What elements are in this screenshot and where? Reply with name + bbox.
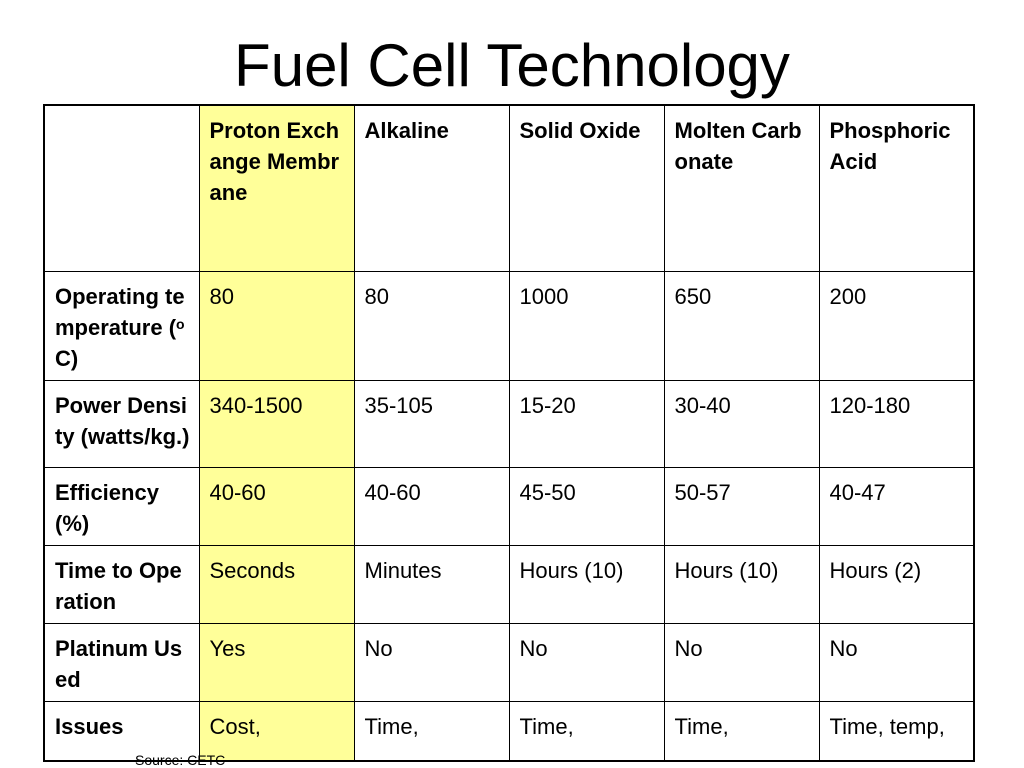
degree-superscript: o bbox=[176, 315, 185, 332]
table-cell: Hours (10) bbox=[508, 544, 665, 624]
row-label-efficiency: Efficiency (%) bbox=[43, 466, 200, 546]
row-label-issues: Issues bbox=[43, 700, 200, 762]
table-cell: 650 bbox=[663, 270, 820, 381]
table-header-row: Proton Exchange Membrane Alkaline Solid … bbox=[43, 104, 975, 272]
table-cell: Yes bbox=[198, 622, 355, 702]
table-cell: 80 bbox=[198, 270, 355, 381]
header-cell-molten-carbonate: Molten Carbonate bbox=[663, 104, 820, 272]
header-cell-alkaline: Alkaline bbox=[353, 104, 510, 272]
fuel-cell-comparison-table: Proton Exchange Membrane Alkaline Solid … bbox=[43, 104, 975, 762]
table-cell: No bbox=[663, 622, 820, 702]
table-cell: 40-60 bbox=[353, 466, 510, 546]
table-cell: Hours (10) bbox=[663, 544, 820, 624]
row-label-text: C) bbox=[55, 345, 79, 371]
header-cell-empty bbox=[43, 104, 200, 272]
slide-title: Fuel Cell Technology bbox=[234, 32, 790, 99]
table-cell: Minutes bbox=[353, 544, 510, 624]
table-row: Efficiency (%) 40-60 40-60 45-50 50-57 4… bbox=[43, 466, 975, 546]
table-cell: Time, bbox=[663, 700, 820, 762]
table-cell: Time, bbox=[508, 700, 665, 762]
header-cell-proton-exchange-membrane: Proton Exchange Membrane bbox=[198, 104, 355, 272]
table-cell: 15-20 bbox=[508, 379, 665, 468]
table-cell: 40-47 bbox=[818, 466, 975, 546]
table-cell: 40-60 bbox=[198, 466, 355, 546]
table-cell: 35-105 bbox=[353, 379, 510, 468]
table-row: Platinum Used Yes No No No No bbox=[43, 622, 975, 702]
table-cell: No bbox=[353, 622, 510, 702]
table-row: Operating temperature (o C) 80 80 1000 65… bbox=[43, 270, 975, 381]
table-cell: 80 bbox=[353, 270, 510, 381]
table-cell: Time, bbox=[353, 700, 510, 762]
row-label-text: Operating temperature ( bbox=[55, 283, 185, 340]
row-label-operating-temperature: Operating temperature (o C) bbox=[43, 270, 200, 381]
table-cell: 120-180 bbox=[818, 379, 975, 468]
table-cell: 45-50 bbox=[508, 466, 665, 546]
table-cell: No bbox=[818, 622, 975, 702]
row-label-power-density: Power Density (watts/kg.) bbox=[43, 379, 200, 468]
table-cell: No bbox=[508, 622, 665, 702]
table-cell: Time, temp, bbox=[818, 700, 975, 762]
table-cell: Hours (2) bbox=[818, 544, 975, 624]
table-cell: Cost, bbox=[198, 700, 355, 762]
table-cell: 340-1500 bbox=[198, 379, 355, 468]
header-cell-solid-oxide: Solid Oxide bbox=[508, 104, 665, 272]
table-cell: 50-57 bbox=[663, 466, 820, 546]
table-cell: 200 bbox=[818, 270, 975, 381]
table-row: Power Density (watts/kg.) 340-1500 35-10… bbox=[43, 379, 975, 468]
header-cell-phosphoric-acid: Phosphoric Acid bbox=[818, 104, 975, 272]
table-cell: 30-40 bbox=[663, 379, 820, 468]
row-label-time-to-operation: Time to Operation bbox=[43, 544, 200, 624]
table-cell: 1000 bbox=[508, 270, 665, 381]
source-caption: Source: CETC bbox=[135, 752, 226, 768]
row-label-platinum-used: Platinum Used bbox=[43, 622, 200, 702]
table-cell: Seconds bbox=[198, 544, 355, 624]
table-row: Issues Cost, Time, Time, Time, Time, tem… bbox=[43, 700, 975, 762]
table-row: Time to Operation Seconds Minutes Hours … bbox=[43, 544, 975, 624]
